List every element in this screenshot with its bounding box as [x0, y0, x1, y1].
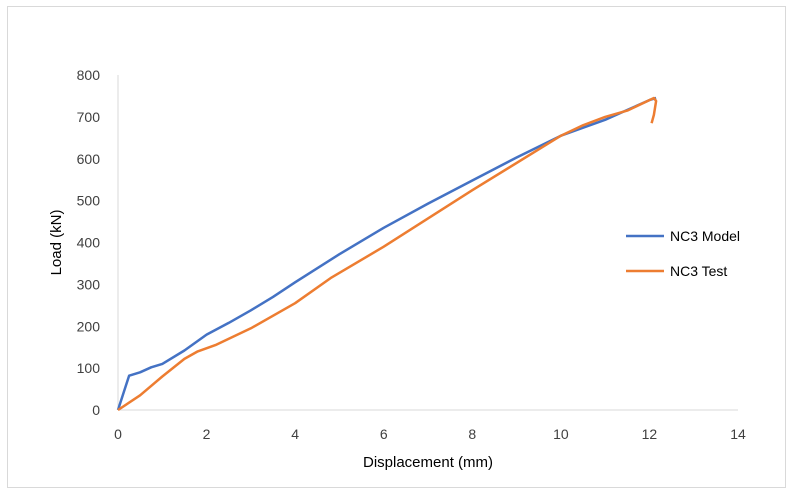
axes: [117, 75, 738, 411]
y-tick-label: 700: [77, 109, 101, 125]
x-tick-label: 0: [114, 426, 122, 442]
y-tick-label: 0: [92, 402, 100, 418]
x-tick-label: 14: [730, 426, 746, 442]
x-tick-label: 2: [203, 426, 211, 442]
y-tick-label: 600: [77, 151, 101, 167]
y-tick-label: 300: [77, 276, 101, 292]
x-tick-labels: 0 2 4 6 8 10 12 14: [114, 426, 746, 442]
series-lines: [116, 96, 658, 412]
x-axis-title: Displacement (mm): [363, 454, 493, 471]
x-tick-label: 6: [380, 426, 388, 442]
chart-frame: [7, 6, 786, 488]
y-tick-label: 800: [77, 67, 101, 83]
legend-label-nc3-test: NC3 Test: [670, 263, 727, 279]
y-tick-labels: 0 100 200 300 400 500 600 700 800: [77, 67, 101, 418]
legend-label-nc3-model: NC3 Model: [670, 228, 740, 244]
y-tick-label: 200: [77, 318, 101, 334]
y-tick-label: 400: [77, 235, 101, 251]
series-line-nc3-model: [116, 96, 657, 411]
y-tick-label: 100: [77, 360, 101, 376]
y-tick-label: 500: [77, 193, 101, 209]
x-tick-label: 4: [291, 426, 299, 442]
x-tick-label: 10: [553, 426, 569, 442]
y-axis-title: Load (kN): [48, 210, 65, 276]
x-tick-label: 12: [642, 426, 658, 442]
legend: NC3 Model NC3 Test: [626, 228, 740, 279]
x-tick-label: 8: [468, 426, 476, 442]
series-line-nc3-test: [117, 96, 658, 412]
